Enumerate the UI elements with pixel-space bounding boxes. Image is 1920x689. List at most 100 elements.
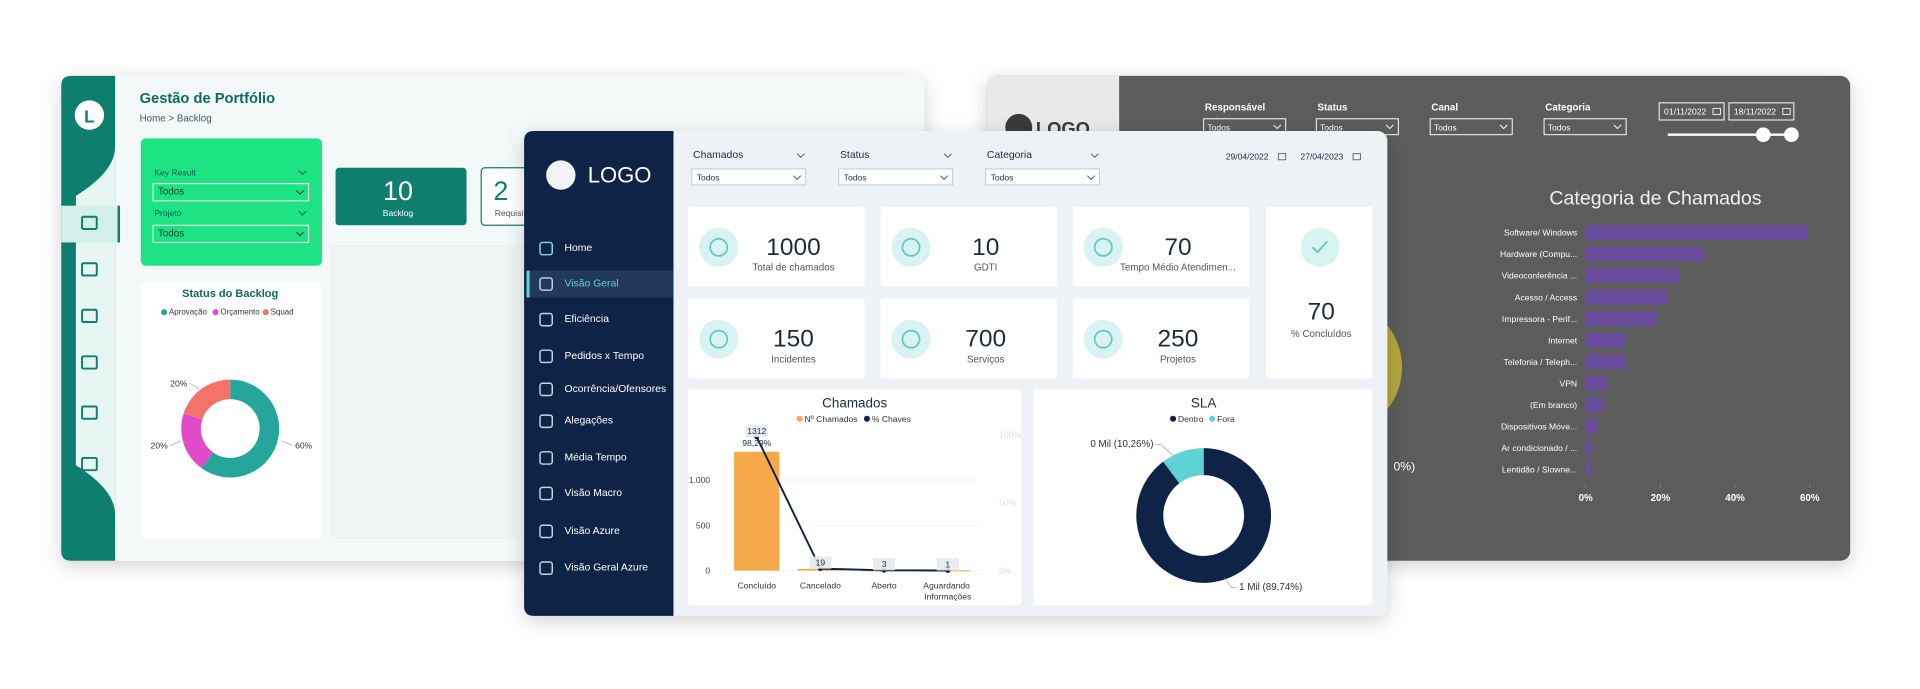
nav-icon[interactable] bbox=[539, 382, 553, 397]
data-label: 98,29% bbox=[742, 438, 771, 448]
nav-icon[interactable] bbox=[81, 308, 98, 324]
y2-tick-label: 50% bbox=[999, 498, 1017, 508]
nav-item[interactable]: Eficiência bbox=[565, 314, 610, 325]
nav-icon[interactable] bbox=[81, 456, 98, 472]
bar bbox=[1585, 268, 1680, 284]
slider-knob[interactable] bbox=[1755, 127, 1771, 143]
date[interactable]: 01/11/2022 bbox=[1664, 106, 1706, 116]
nav-icon[interactable] bbox=[539, 486, 553, 501]
kpi-icon bbox=[1083, 227, 1123, 267]
data-label: 3 bbox=[882, 559, 887, 569]
nav-item[interactable]: Visão Geral bbox=[565, 279, 619, 290]
dropdown-value[interactable]: Todos bbox=[1548, 122, 1571, 132]
filter-label: Status bbox=[1318, 102, 1348, 113]
nav-icon[interactable] bbox=[539, 524, 553, 539]
nav-item[interactable]: Pedidos x Tempo bbox=[565, 351, 645, 362]
dropdown[interactable] bbox=[1543, 118, 1627, 136]
dropdown[interactable] bbox=[152, 224, 310, 243]
data-label: 60% bbox=[295, 441, 313, 451]
date[interactable]: 29/04/2022 bbox=[1226, 152, 1269, 162]
legend-dot bbox=[1209, 415, 1216, 422]
nav-item[interactable]: Média Tempo bbox=[565, 452, 627, 463]
dropdown-value[interactable]: Todos bbox=[158, 228, 184, 239]
dropdown[interactable] bbox=[691, 168, 807, 186]
y-tick-label: Software/ Windows bbox=[1504, 228, 1577, 238]
nav-active-bg bbox=[526, 270, 674, 298]
logo-circle bbox=[74, 100, 105, 130]
dropdown-value[interactable]: Todos bbox=[1434, 122, 1457, 132]
kpi-value: 10 bbox=[972, 234, 999, 261]
kpi-value: 1000 bbox=[766, 234, 820, 261]
date-box[interactable] bbox=[1728, 102, 1795, 121]
kpi-icon-glyph bbox=[709, 329, 729, 349]
partial-label: 0%) bbox=[1393, 460, 1415, 474]
nav-item[interactable]: Visão Azure bbox=[565, 526, 620, 537]
bar bbox=[734, 451, 780, 571]
calendar-icon bbox=[1782, 107, 1791, 115]
dropdown[interactable] bbox=[838, 168, 954, 186]
dropdown-value[interactable]: Todos bbox=[991, 173, 1014, 183]
filter-label: Status bbox=[840, 150, 869, 161]
dropdown[interactable] bbox=[152, 183, 310, 202]
dropdown-value[interactable]: Todos bbox=[158, 187, 184, 198]
bar bbox=[1585, 397, 1603, 413]
legend-dot bbox=[262, 309, 269, 316]
nav-icon[interactable] bbox=[539, 241, 553, 256]
nav-icon[interactable] bbox=[539, 414, 553, 429]
nav-icon[interactable] bbox=[539, 312, 553, 327]
dropdown-value[interactable]: Todos bbox=[1207, 122, 1230, 132]
panel bbox=[330, 244, 527, 539]
nav-item[interactable]: Visão Geral Azure bbox=[565, 563, 649, 574]
nav-icon[interactable] bbox=[539, 561, 553, 576]
leader-line bbox=[189, 382, 200, 390]
kpi-card bbox=[688, 206, 865, 287]
nav-icon[interactable] bbox=[539, 451, 553, 465]
date-box[interactable] bbox=[1658, 102, 1725, 121]
y-tick-label: Ar condicionado / ... bbox=[1501, 443, 1577, 453]
nav-icon[interactable] bbox=[81, 355, 98, 370]
legend-label: Fora bbox=[1217, 414, 1235, 424]
nav-icon[interactable] bbox=[81, 262, 98, 277]
legend-dot bbox=[796, 415, 803, 422]
donut-slice bbox=[1136, 448, 1272, 583]
kpi-icon-glyph bbox=[901, 237, 921, 257]
dropdown-value[interactable]: Todos bbox=[697, 173, 720, 183]
chart-title: Categoria de Chamados bbox=[1549, 187, 1761, 209]
dropdown[interactable] bbox=[1429, 118, 1513, 136]
dropdown[interactable] bbox=[985, 168, 1101, 186]
active-item bbox=[61, 205, 121, 243]
bar bbox=[1585, 311, 1657, 327]
nav-item[interactable]: Visão Macro bbox=[565, 488, 623, 499]
slider-knob[interactable] bbox=[1784, 127, 1799, 143]
nav-item[interactable]: Home bbox=[565, 243, 593, 254]
filter-label: Canal bbox=[1431, 102, 1458, 113]
kpi-icon bbox=[891, 227, 931, 267]
nav-item[interactable]: Alegações bbox=[565, 416, 614, 427]
dropdown-value[interactable]: Todos bbox=[844, 173, 867, 183]
y-tick-label: Lentidão / Slowne... bbox=[1502, 465, 1577, 475]
date[interactable]: 18/11/2022 bbox=[1734, 106, 1776, 116]
bar bbox=[1585, 440, 1592, 456]
dropdown-value[interactable]: Todos bbox=[1320, 122, 1343, 132]
leader-line bbox=[281, 440, 293, 446]
nav-icon[interactable] bbox=[81, 215, 98, 230]
nav-icon[interactable] bbox=[539, 277, 553, 291]
chart-title: SLA bbox=[1191, 395, 1216, 410]
chart-panel bbox=[1033, 389, 1373, 605]
x-tick-label: Concluído bbox=[737, 580, 776, 590]
nav-icon[interactable] bbox=[81, 405, 98, 420]
legend-dot bbox=[1169, 415, 1177, 422]
kpi-value: 250 bbox=[1158, 326, 1199, 353]
kpi-label: Backlog bbox=[383, 208, 414, 218]
kpi-label: % Concluídos bbox=[1291, 329, 1351, 340]
nav-item[interactable]: Ocorrência/Ofensores bbox=[565, 384, 667, 395]
x-tick-label: Aguardando Informações bbox=[923, 580, 972, 601]
legend-label: Dentro bbox=[1178, 414, 1204, 424]
nav-icon[interactable] bbox=[539, 349, 553, 364]
data-label: 1 Mil (89,74%) bbox=[1239, 582, 1302, 593]
date[interactable]: 27/04/2023 bbox=[1300, 152, 1343, 162]
bar bbox=[1585, 354, 1627, 370]
bar bbox=[1585, 462, 1591, 478]
chevron bbox=[940, 175, 949, 181]
